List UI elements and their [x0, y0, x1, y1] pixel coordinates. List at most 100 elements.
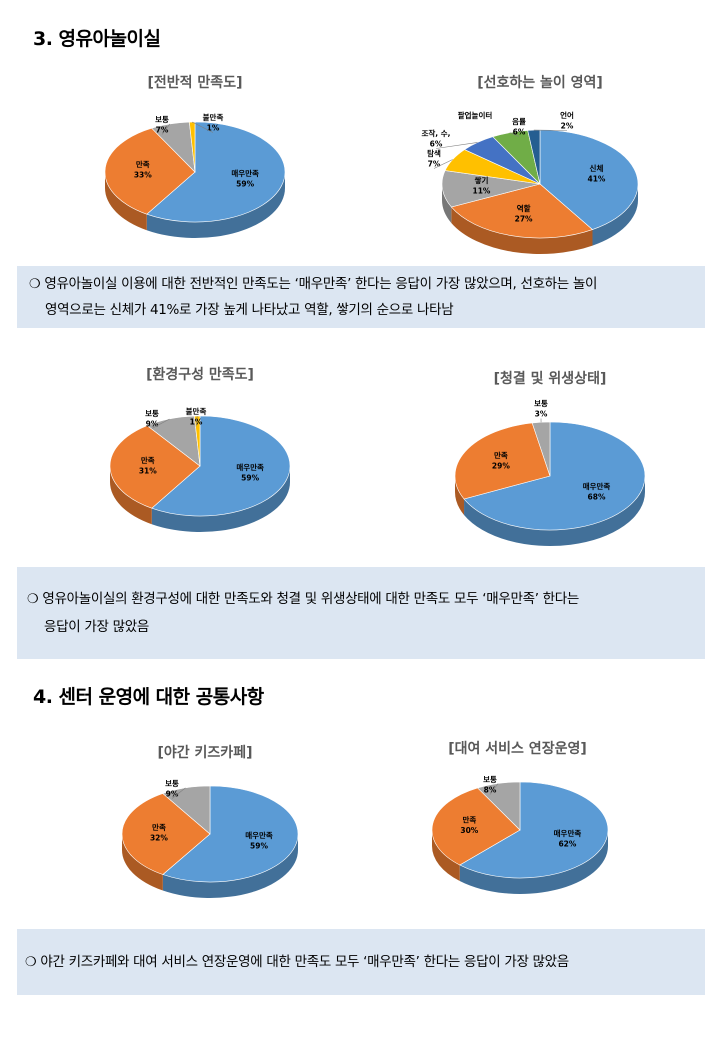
- leader-line: [192, 121, 214, 133]
- chart-cleanliness: [청결 및 위생상태] 매우만족 68% 만족 29% 보통 3%: [450, 368, 650, 546]
- chart-title: [대여 서비스 연장운영]: [448, 741, 587, 757]
- data-label: 역할 27%: [515, 203, 533, 224]
- note-text-line-1: 영유아놀이실 이용에 대한 전반적인 만족도는 ‘매우만족’ 한다는 응답이 가…: [44, 276, 598, 292]
- pie-chart-svg: 매우만족 59% 만족 32% 보통 9%: [121, 779, 299, 898]
- pie-labels: 매우만족 59% 만족 32% 보통 9%: [150, 779, 273, 850]
- pie-sides: [432, 830, 608, 894]
- chart-title: [전반적 만족도]: [147, 75, 243, 91]
- section-title-center-operation: 4. 센터 운영에 대한 공통사항: [33, 686, 264, 708]
- pie-labels: 신체 41% 역할 27% 쌓기 11% 탐색 7%조작, 수, 6% 음률 6% 언어 2% 팔업놀이터: [421, 110, 605, 224]
- chart-rental-extended-hours: [대여 서비스 연장운영] 매우만족 62% 만족 30% 보통 8%: [420, 738, 615, 910]
- chart-title: [청결 및 위생상태]: [493, 371, 607, 387]
- pie-slice: [539, 129, 639, 230]
- pie-slice: [450, 183, 594, 239]
- data-label: 보통 9%: [145, 409, 159, 429]
- pie-slice-side: [451, 206, 593, 254]
- data-label: 쌓기 11%: [472, 175, 490, 196]
- summary-note-2: ❍ 영유아놀이실의 환경구성에 대한 만족도와 청결 및 위생상태에 대한 만족…: [17, 567, 705, 659]
- data-label: 만족 33%: [134, 159, 152, 180]
- bullet-icon: ❍: [29, 277, 41, 292]
- chart-preferred-play-area: [선호하는 놀이 영역] 신체 41% 역할 27% 쌓기 11% 탐색 7% 조작, 수, 6%…: [420, 72, 660, 254]
- data-label: 매우만족 62%: [554, 828, 582, 849]
- extra-label: 팔업놀이터: [458, 110, 493, 120]
- data-label: 보통 9%: [165, 779, 179, 799]
- chart-title: [선호하는 놀이 영역]: [477, 75, 603, 91]
- data-label: 언어 2%: [560, 110, 574, 131]
- pie-slice: [477, 781, 521, 831]
- data-label: 음률 6%: [512, 116, 526, 137]
- data-label: 신체 41%: [587, 163, 605, 184]
- chart-environment-satisfaction: [환경구성 만족도] 매우만족 59% 만족 31% 보통 9% 불만족 1%: [100, 364, 300, 539]
- pie-chart-svg: 매우만족 59% 만족 33% 보통 7% 불만족 1%: [104, 112, 286, 238]
- pie-slices: [431, 781, 609, 879]
- leader-line: [509, 132, 520, 137]
- note-text-line-1: 영유아놀이실의 환경구성에 대한 만족도와 청결 및 위생상태에 대한 만족도 …: [42, 591, 580, 607]
- note-text-line-2: 영역으로는 신체가 41%로 가장 높게 나타났고 역할, 쌓기의 순으로 나타…: [45, 302, 454, 318]
- pie-slice: [459, 781, 609, 879]
- summary-note-3: ❍ 야간 키즈카페와 대여 서비스 연장운영에 대한 만족도 모두 ‘매우만족’…: [17, 929, 705, 995]
- pie-slice-side: [455, 476, 465, 515]
- data-label: 매우만족 59%: [231, 168, 259, 189]
- pie-slice-side: [105, 172, 147, 231]
- note-text-line-1: 야간 키즈카페와 대여 서비스 연장운영에 대한 만족도 모두 ‘매우만족’ 한…: [40, 954, 569, 970]
- leader-line: [171, 787, 186, 799]
- leader-line: [195, 415, 198, 427]
- pie-chart-svg: 신체 41% 역할 27% 쌓기 11% 탐색 7%조작, 수, 6% 음률 6% 언어 2% 팔업놀이터: [421, 110, 639, 254]
- data-label: 만족 29%: [492, 450, 510, 471]
- pie-slices: [109, 415, 291, 517]
- pie-slice: [531, 421, 551, 477]
- pie-slices: [441, 129, 639, 239]
- section-title-play-room: 3. 영유아놀이실: [33, 28, 161, 50]
- pie-labels: 매우만족 68% 만족 29% 보통 3%: [492, 399, 610, 501]
- chart-title: [환경구성 만족도]: [146, 367, 254, 383]
- chart-overall-satisfaction: [전반적 만족도] 매우만족 59% 만족 33% 보통 7% 불만족 1%: [95, 72, 295, 247]
- data-label: 매우만족 59%: [245, 830, 273, 851]
- pie-labels: 매우만족 62% 만족 30% 보통 8%: [460, 775, 581, 849]
- note-text-line-2: 응답이 가장 많았음: [44, 619, 149, 635]
- data-label: 보통 7%: [155, 115, 169, 135]
- data-label: 불만족 1%: [203, 112, 224, 133]
- pie-slice: [146, 121, 286, 223]
- pie-chart-svg: 매우만족 62% 만족 30% 보통 8%: [431, 775, 609, 894]
- chart-title: [야간 키즈카페]: [157, 745, 253, 761]
- pie-chart-svg: 매우만족 59%만족 31%보통 9%불만족 1%: [109, 406, 291, 532]
- pie-slice: [162, 785, 299, 883]
- data-label: 매우만족 59%: [236, 462, 264, 483]
- bullet-icon: ❍: [25, 955, 37, 970]
- pie-slice-side: [432, 830, 460, 881]
- data-label: 보통 3%: [534, 399, 548, 419]
- pie-slices: [104, 121, 286, 223]
- pie-slice-side: [162, 834, 298, 898]
- pie-slice-side: [110, 466, 152, 525]
- pie-slice-side: [592, 184, 638, 246]
- data-label: 탐색 7%: [427, 148, 441, 169]
- pie-slice-side: [442, 184, 452, 223]
- pie-labels: 매우만족 59% 만족 33% 보통 7% 불만족 1%: [134, 112, 259, 189]
- pie-sides: [442, 184, 638, 254]
- pie-sides: [455, 476, 645, 546]
- data-label: 보통 8%: [483, 775, 497, 795]
- pie-slice: [109, 425, 201, 509]
- pie-slice: [454, 422, 551, 500]
- leader-line: [435, 142, 478, 149]
- pie-chart-svg: 매우만족 68% 만족 29% 보통 3%: [454, 399, 646, 546]
- leader-line: [151, 418, 170, 429]
- pie-slice: [431, 787, 521, 866]
- pie-slice: [463, 421, 646, 531]
- pie-slices: [454, 421, 646, 531]
- pie-slice: [151, 415, 291, 517]
- bullet-icon: ❍: [27, 592, 39, 607]
- data-label: 매우만족 68%: [583, 481, 611, 502]
- data-label: 만족 31%: [139, 455, 157, 476]
- data-label: 조작, 수, 6%: [421, 128, 450, 149]
- pie-slice: [121, 793, 211, 875]
- leader-line: [161, 123, 171, 135]
- summary-note-1: ❍ 영유아놀이실 이용에 대한 전반적인 만족도는 ‘매우만족’ 한다는 응답이…: [17, 266, 705, 328]
- pie-slice-side: [122, 834, 163, 891]
- pie-slices: [121, 785, 299, 883]
- chart-night-kids-cafe: [야간 키즈카페] 매우만족 59% 만족 32% 보통 9%: [110, 742, 300, 912]
- pie-sides: [122, 834, 298, 898]
- leader-line: [433, 159, 453, 169]
- pie-slice-side: [459, 830, 608, 894]
- pie-slice-side: [464, 476, 645, 546]
